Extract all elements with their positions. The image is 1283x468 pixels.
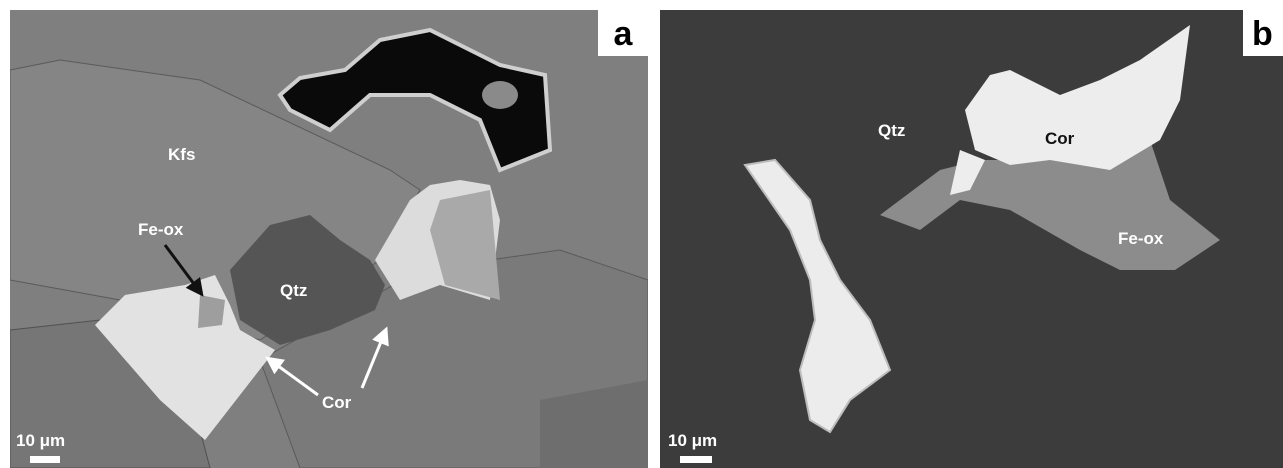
label-kfs: Kfs xyxy=(168,145,195,164)
scale-bar-label: 10 μm xyxy=(16,431,65,450)
panel-a: Kfs Fe-ox Qtz Cor a 10 μm xyxy=(10,10,648,468)
scale-bar xyxy=(30,456,60,463)
label-qtz: Qtz xyxy=(878,121,905,140)
panel-label: a xyxy=(614,15,634,53)
panel-b: Qtz Cor Fe-ox b 10 μm xyxy=(660,10,1283,468)
scale-bar xyxy=(680,456,712,463)
label-cor: Cor xyxy=(1045,129,1075,148)
panel-label: b xyxy=(1252,15,1273,53)
scale-bar-label: 10 μm xyxy=(668,431,717,450)
label-qtz: Qtz xyxy=(280,281,307,300)
label-fe-ox: Fe-ox xyxy=(138,220,184,239)
label-cor: Cor xyxy=(322,393,352,412)
label-fe-ox: Fe-ox xyxy=(1118,229,1164,248)
figure: Kfs Fe-ox Qtz Cor a 10 μm Qtz Cor Fe-ox … xyxy=(0,0,1283,468)
page: Kfs Fe-ox Qtz Cor a 10 μm Qtz Cor Fe-ox … xyxy=(0,0,1283,468)
